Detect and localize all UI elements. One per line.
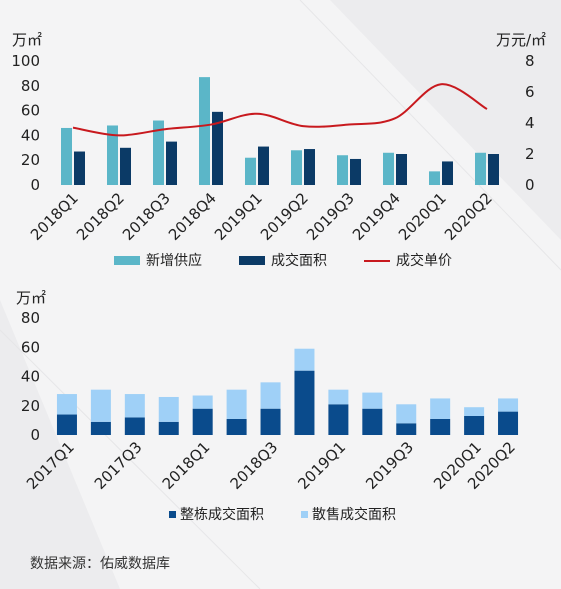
bar-whole-building bbox=[260, 408, 281, 435]
bar-scattered-sale bbox=[226, 389, 247, 419]
y2-tick-label: 0 bbox=[525, 176, 535, 194]
y-tick-label: 40 bbox=[21, 368, 40, 386]
bar-deal-area bbox=[258, 146, 269, 185]
bar-whole-building bbox=[328, 404, 349, 435]
x-tick-label: 2019Q4 bbox=[349, 189, 404, 244]
x-tick-label: 2019Q3 bbox=[303, 189, 358, 244]
y-axis-unit-left: 万㎡ bbox=[12, 31, 42, 49]
x-tick-label: 2019Q1 bbox=[211, 189, 266, 244]
y2-tick-label: 2 bbox=[525, 145, 535, 163]
y-tick-label: 20 bbox=[21, 151, 40, 169]
legend-label-scattered-sale: 散售成交面积 bbox=[312, 506, 396, 523]
bar-new-supply bbox=[245, 157, 256, 185]
bar-whole-building bbox=[226, 418, 247, 435]
x-tick-label: 2018Q4 bbox=[165, 189, 220, 244]
bar-deal-area bbox=[212, 111, 223, 185]
bar-scattered-sale bbox=[430, 398, 451, 419]
y2-tick-label: 8 bbox=[525, 52, 535, 70]
y-tick-label: 20 bbox=[21, 397, 40, 415]
bar-new-supply bbox=[475, 152, 486, 185]
legend-swatch-deal-area bbox=[239, 256, 265, 265]
bar-whole-building bbox=[362, 408, 383, 435]
y2-tick-label: 4 bbox=[525, 114, 535, 132]
legend-swatch-new-supply bbox=[114, 256, 140, 265]
y-axis-unit: 万㎡ bbox=[16, 289, 46, 307]
y-tick-label: 0 bbox=[30, 426, 40, 444]
bar-deal-area bbox=[488, 154, 499, 185]
bar-deal-area bbox=[74, 151, 85, 185]
y-tick-label: 80 bbox=[21, 309, 40, 327]
data-source-note: 数据来源：佑威数据库 bbox=[30, 556, 170, 572]
legend-label-deal-area: 成交面积 bbox=[271, 252, 327, 269]
bar-deal-area bbox=[304, 149, 315, 185]
bar-whole-building bbox=[124, 417, 145, 435]
x-tick-label: 2019Q1 bbox=[294, 438, 349, 493]
y-tick-label: 60 bbox=[21, 338, 40, 356]
x-tick-label: 2019Q3 bbox=[362, 438, 417, 493]
bar-whole-building bbox=[464, 415, 485, 435]
bar-new-supply bbox=[383, 152, 394, 185]
bar-scattered-sale bbox=[396, 404, 417, 424]
bar-scattered-sale bbox=[294, 348, 315, 371]
legend-label-whole-building: 整栋成交面积 bbox=[180, 506, 264, 523]
bar-whole-building bbox=[158, 421, 179, 435]
bar-deal-area bbox=[120, 147, 131, 185]
y-tick-label: 80 bbox=[21, 77, 40, 95]
bar-scattered-sale bbox=[362, 392, 383, 409]
bar-scattered-sale bbox=[192, 395, 213, 409]
bar-scattered-sale bbox=[260, 382, 281, 409]
x-tick-label: 2020Q1 bbox=[395, 189, 450, 244]
x-tick-label: 2017Q3 bbox=[91, 438, 146, 493]
bar-scattered-sale bbox=[464, 407, 485, 416]
bar-deal-area bbox=[166, 141, 177, 185]
bar-whole-building bbox=[294, 370, 315, 435]
bar-scattered-sale bbox=[90, 389, 111, 422]
x-tick-label: 2018Q2 bbox=[73, 189, 128, 244]
y-tick-label: 40 bbox=[21, 126, 40, 144]
x-tick-label: 2019Q2 bbox=[257, 189, 312, 244]
bar-deal-area bbox=[442, 161, 453, 185]
bar-new-supply bbox=[199, 77, 210, 185]
bar-whole-building bbox=[396, 423, 417, 435]
bar-scattered-sale bbox=[56, 394, 77, 415]
bar-deal-area bbox=[350, 158, 361, 185]
bar-whole-building bbox=[430, 418, 451, 435]
legend-swatch-whole-building bbox=[169, 511, 176, 518]
bar-deal-area bbox=[396, 154, 407, 185]
y-tick-label: 100 bbox=[11, 52, 40, 70]
bar-scattered-sale bbox=[158, 396, 179, 422]
bar-new-supply bbox=[291, 150, 302, 185]
bar-scattered-sale bbox=[124, 394, 145, 418]
bar-whole-building bbox=[56, 414, 77, 435]
x-tick-label: 2018Q3 bbox=[119, 189, 174, 244]
y-tick-label: 60 bbox=[21, 102, 40, 120]
bar-whole-building bbox=[498, 411, 519, 435]
bar-new-supply bbox=[337, 155, 348, 185]
bar-new-supply bbox=[153, 120, 164, 185]
bar-new-supply bbox=[429, 171, 440, 185]
y-axis-unit-right: 万元/㎡ bbox=[496, 31, 546, 49]
bar-new-supply bbox=[107, 125, 118, 185]
legend-label-new-supply: 新增供应 bbox=[146, 252, 202, 269]
y2-tick-label: 6 bbox=[525, 83, 535, 101]
bar-scattered-sale bbox=[328, 389, 349, 405]
legend-swatch-scattered-sale bbox=[301, 511, 308, 518]
bar-whole-building bbox=[90, 421, 111, 435]
bar-whole-building bbox=[192, 408, 213, 435]
x-tick-label: 2018Q1 bbox=[159, 438, 214, 493]
bar-new-supply bbox=[61, 127, 72, 185]
x-tick-label: 2018Q3 bbox=[227, 438, 282, 493]
line-unit-price bbox=[72, 83, 488, 137]
x-tick-label: 2020Q2 bbox=[441, 189, 496, 244]
x-tick-label: 2018Q1 bbox=[27, 189, 82, 244]
legend-label-unit-price: 成交单价 bbox=[396, 252, 452, 269]
y-tick-label: 0 bbox=[30, 176, 40, 194]
bar-scattered-sale bbox=[498, 398, 519, 412]
